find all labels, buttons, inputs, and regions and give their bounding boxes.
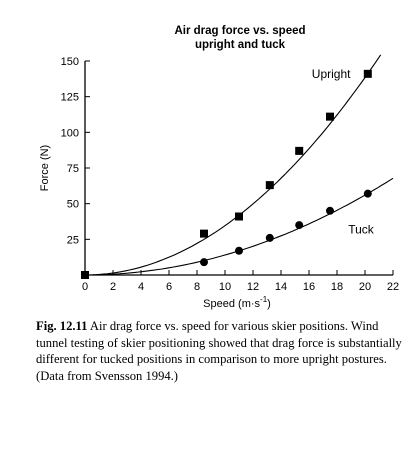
x-tick-label: 16 [303,281,315,293]
chart-subtitle: upright and tuck [195,39,286,51]
upright-point [363,69,372,78]
upright-series-label: Upright [312,67,351,81]
figure-caption-label: Fig. 12.11 [36,319,88,333]
series-labels: Upright Tuck [312,67,375,237]
x-tick-label: 20 [359,281,371,293]
drag-force-chart: Air drag force vs. speed upright and tuc… [39,25,399,310]
tuck-point [200,258,208,267]
x-tick-label: 18 [331,281,343,293]
y-tick-label: 50 [67,199,79,211]
x-tick-label: 10 [219,281,231,293]
tuck-point [295,221,304,230]
figure-caption: Fig. 12.11 Air drag force vs. speed for … [36,318,404,384]
x-axis-label-main: Speed (m·s [203,298,260,310]
x-tick-label: 22 [387,281,399,293]
chart-axes: 0 2 4 6 8 10 12 14 16 18 20 22 25 50 75 100 125 150 [61,56,399,293]
x-axis-label-close: ) [267,298,271,310]
tuck-fit-line [85,177,394,276]
y-tick-label: 100 [61,127,79,139]
upright-point [200,229,208,238]
x-tick-label: 6 [166,281,172,293]
tuck-point [326,206,334,215]
tuck-point [235,246,243,255]
x-tick-label: 0 [82,281,88,293]
tuck-series-label: Tuck [348,223,375,237]
x-tick-label: 14 [275,281,287,293]
x-axis-label-sup: -1 [260,295,268,304]
figure-caption-text: Air drag force vs. speed for various ski… [36,319,402,383]
fit-curves [85,54,394,276]
upright-point [235,212,243,221]
data-markers [81,69,372,279]
y-axis-label: Force (N) [39,145,51,191]
x-tick-label: 8 [194,281,200,293]
y-tick-label: 150 [61,56,79,68]
tuck-point [363,189,372,198]
y-tick-label: 25 [67,234,79,246]
y-tick-label: 75 [67,163,79,175]
x-tick-label: 2 [110,281,116,293]
upright-fit-line [85,54,382,276]
tuck-point [81,271,89,279]
upright-point [326,112,334,121]
x-tick-label: 12 [247,281,259,293]
upright-point [295,146,304,155]
x-tick-label: 4 [138,281,144,293]
chart-title: Air drag force vs. speed [174,25,305,37]
upright-point [265,181,274,190]
tuck-point [265,233,274,242]
x-axis-label: Speed (m·s-1) [203,295,271,310]
y-tick-label: 125 [61,92,79,104]
